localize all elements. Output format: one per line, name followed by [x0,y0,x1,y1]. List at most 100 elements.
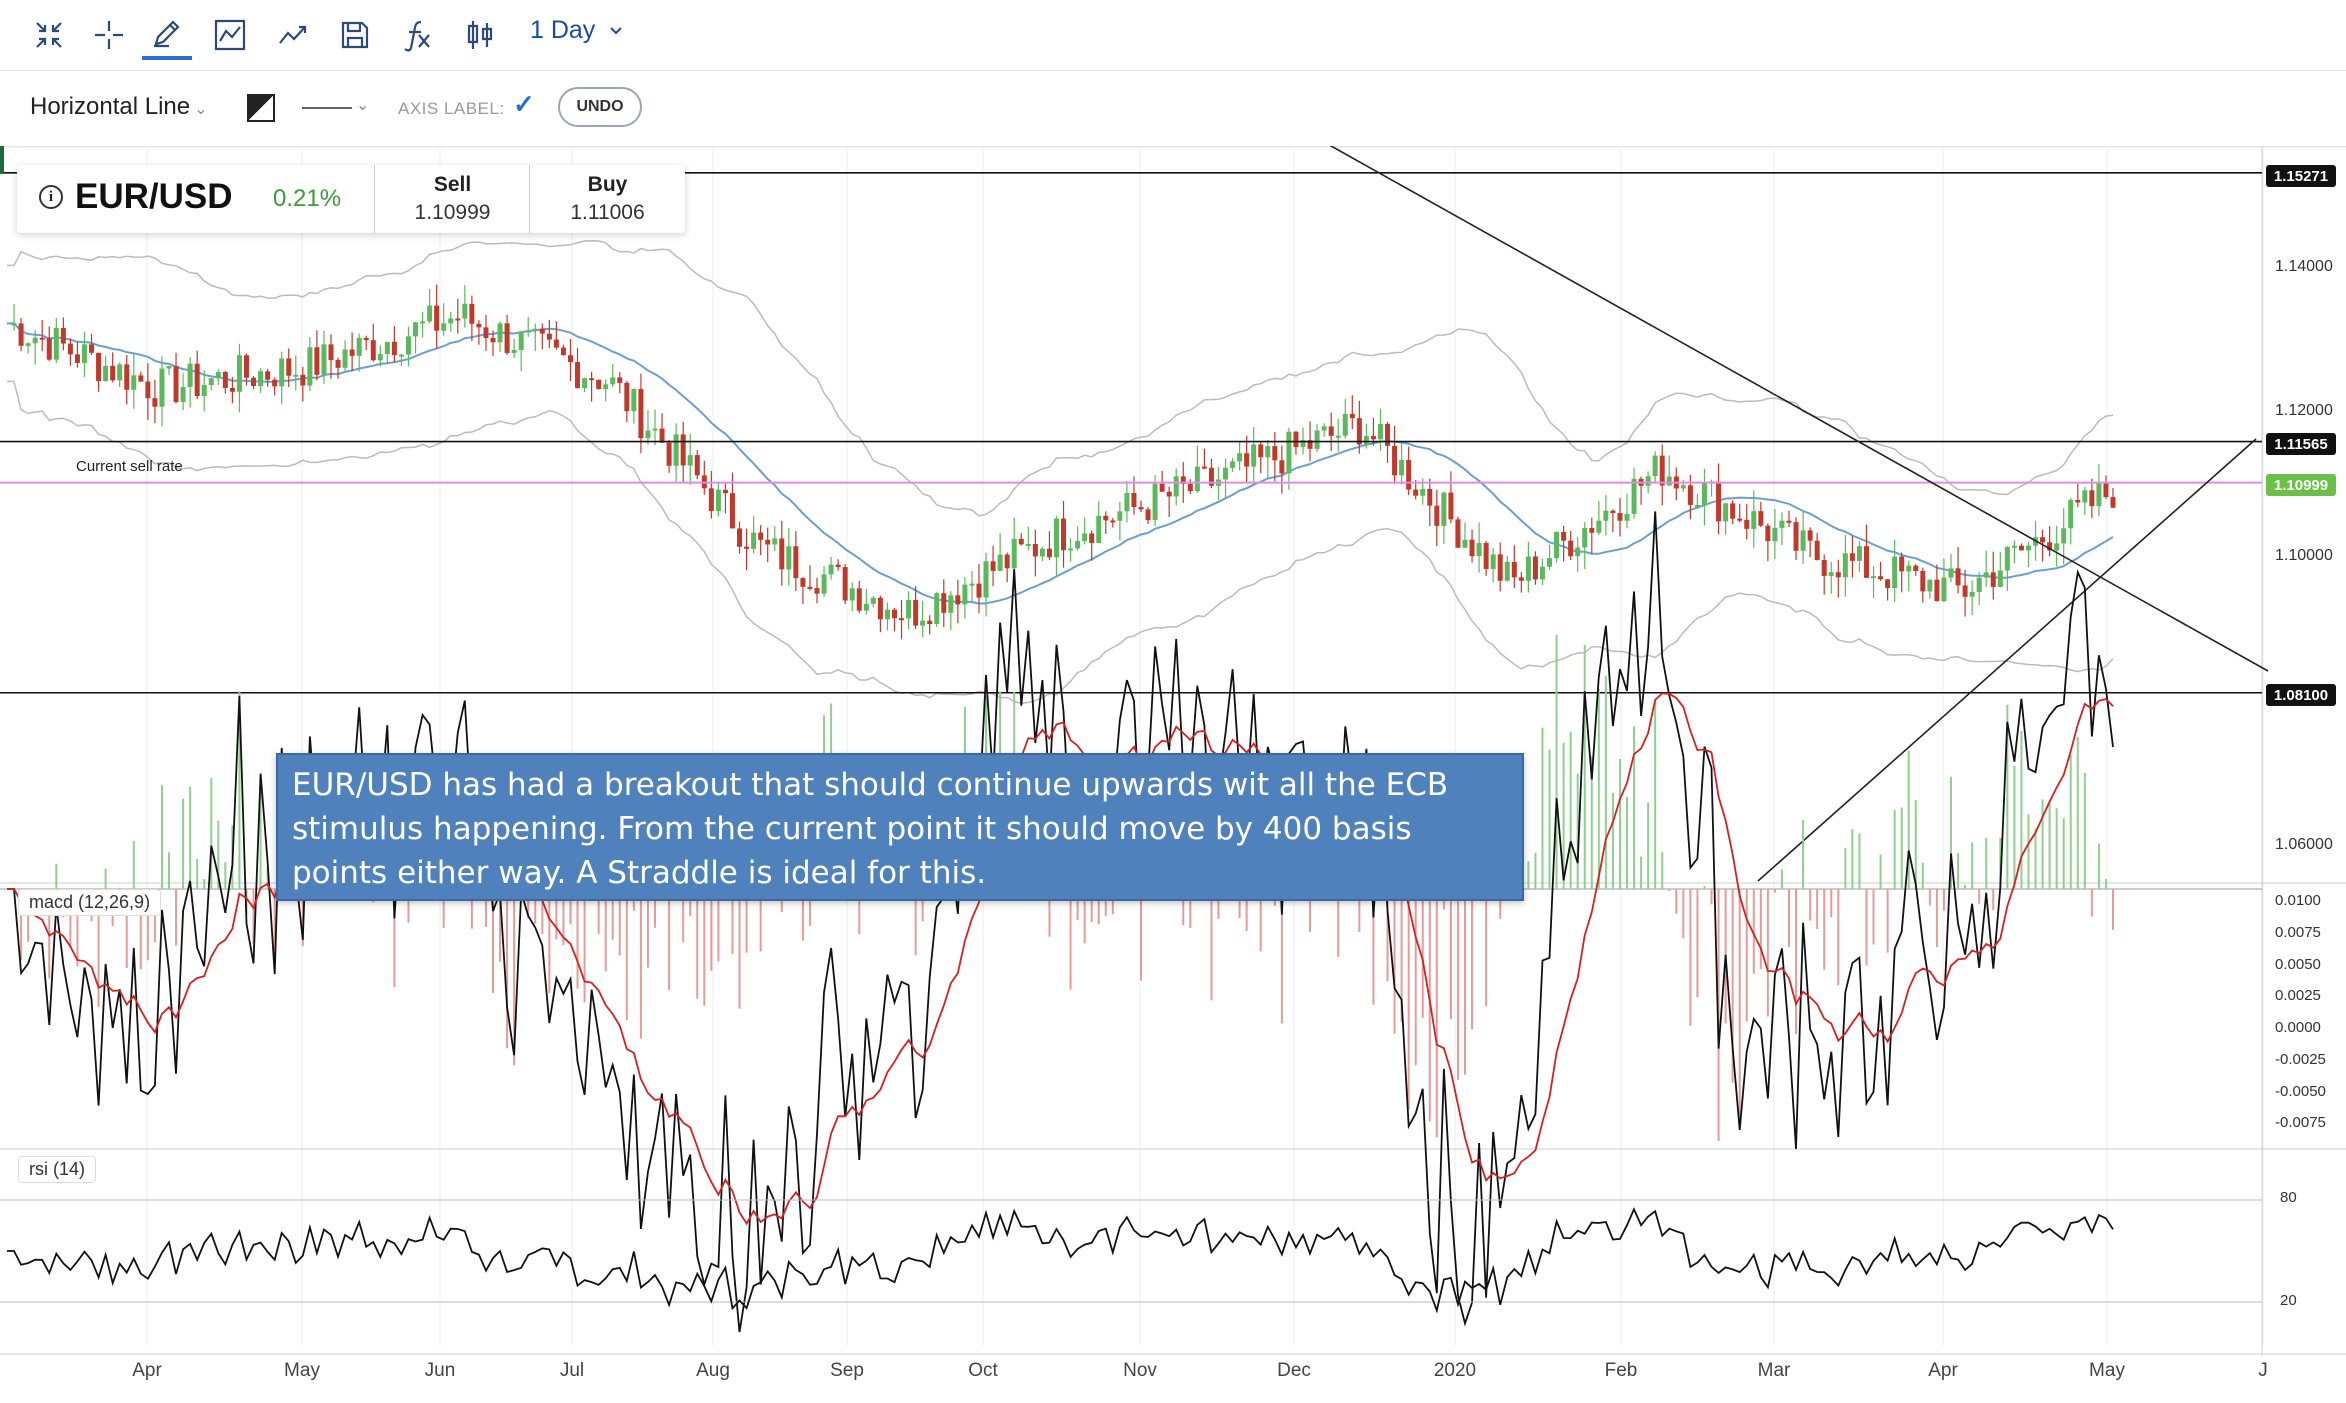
period-select[interactable]: 1 Day [530,16,623,45]
macd-tick: 0.0075 [2275,924,2321,941]
info-icon[interactable]: i [39,185,63,209]
candle-body [1934,579,1940,602]
macd-tick: -0.0050 [2275,1083,2326,1100]
candle-body [1286,431,1292,474]
buy-price: 1.11006 [570,201,645,224]
save-icon[interactable] [330,10,380,60]
support-trend-line [1757,438,2257,882]
candle-body [638,389,644,439]
undo-button[interactable]: UNDO [558,87,642,127]
candle-body [1448,492,1454,520]
candle-body [1941,577,1947,602]
candle-body [427,305,433,322]
candle-body [687,455,693,466]
trend-icon[interactable] [268,10,318,60]
candle-body [2075,499,2081,503]
line-style-select[interactable] [302,107,352,109]
candle-body [1342,413,1348,436]
collapse-icon[interactable] [24,10,74,60]
axis-label-checkbox[interactable]: ✓ [513,89,535,119]
candle-body [828,564,834,575]
candle-body [1990,572,1996,587]
candle-body [546,333,552,340]
candle-body [1046,548,1052,558]
buy-label: Buy [587,173,628,196]
drawing-tool-select[interactable]: Horizontal Line ⌄ [30,93,208,121]
candle-body [1575,547,1581,557]
candle-body [1694,504,1700,507]
crosshair-icon[interactable] [84,10,134,60]
buy-button[interactable]: Buy 1.11006 [529,165,685,233]
candle-body [74,354,80,363]
candle-body [1223,467,1229,480]
candle-body [53,327,59,360]
candle-body [1349,413,1355,419]
candle-body [405,336,411,355]
sell-button[interactable]: Sell 1.10999 [374,165,530,233]
candle-body [1758,511,1764,526]
candle-body [328,344,334,360]
candle-body [863,603,869,611]
candle-body [1307,440,1313,449]
candle-body [2011,545,2017,548]
candle-body [215,371,221,379]
candle-body [596,379,602,390]
candle-body [1772,527,1778,542]
candle-body [1821,560,1827,576]
candle-body [286,358,292,376]
month-label: Feb [1604,1360,1638,1381]
candle-body [1392,445,1398,476]
candle-body [962,584,968,605]
candle-body [610,377,616,385]
moving-average-line [7,322,2114,605]
candle-type-icon[interactable] [455,10,505,60]
candle-body [1117,511,1123,521]
candle-body [1152,483,1158,521]
chevron-down-icon [610,26,623,34]
candle-body [384,341,390,355]
macd-label[interactable]: macd (12,26,9) [18,889,162,916]
chevron-down-icon[interactable]: ⌄ [356,97,370,114]
chart-toolbar: 1 Day [0,0,2346,71]
rsi-label[interactable]: rsi (14) [18,1156,97,1183]
pencil-icon[interactable] [142,10,192,60]
candle-body [483,327,489,339]
candle-body [1159,483,1165,492]
month-label: J [2258,1360,2268,1381]
candle-body [1032,543,1038,557]
candle-body [983,561,989,598]
candle-body [1589,528,1595,533]
macd-line [7,511,2114,1333]
candle-body [180,386,186,403]
candle-body [1251,444,1257,467]
candle-body [694,455,700,476]
candle-body [1018,538,1024,545]
candle-body [539,328,545,334]
indicator-chart-icon[interactable] [205,10,255,60]
price-chart[interactable] [0,146,2346,1403]
candle-body [60,327,66,344]
candle-body [124,364,130,390]
candle-body [145,381,151,399]
candle-body [1068,548,1074,551]
candle-body [518,331,524,350]
candle-body [1814,540,1820,561]
candle-body [765,539,771,545]
function-icon[interactable] [392,10,442,60]
candle-body [131,375,137,390]
candle-body [1596,520,1602,533]
candle-body [1469,539,1475,557]
candle-body [1645,476,1651,486]
candle-body [1624,513,1630,521]
candle-body [673,434,679,466]
candle-body [1828,572,1834,576]
candle-body [1377,423,1383,440]
candle-body [1610,510,1616,514]
line-color-swatch[interactable] [247,94,275,122]
candle-body [391,341,397,356]
candle-body [103,365,109,382]
candle-body [1631,478,1637,514]
candle-body [1659,455,1665,486]
candle-body [413,322,419,337]
candle-body [821,574,827,594]
